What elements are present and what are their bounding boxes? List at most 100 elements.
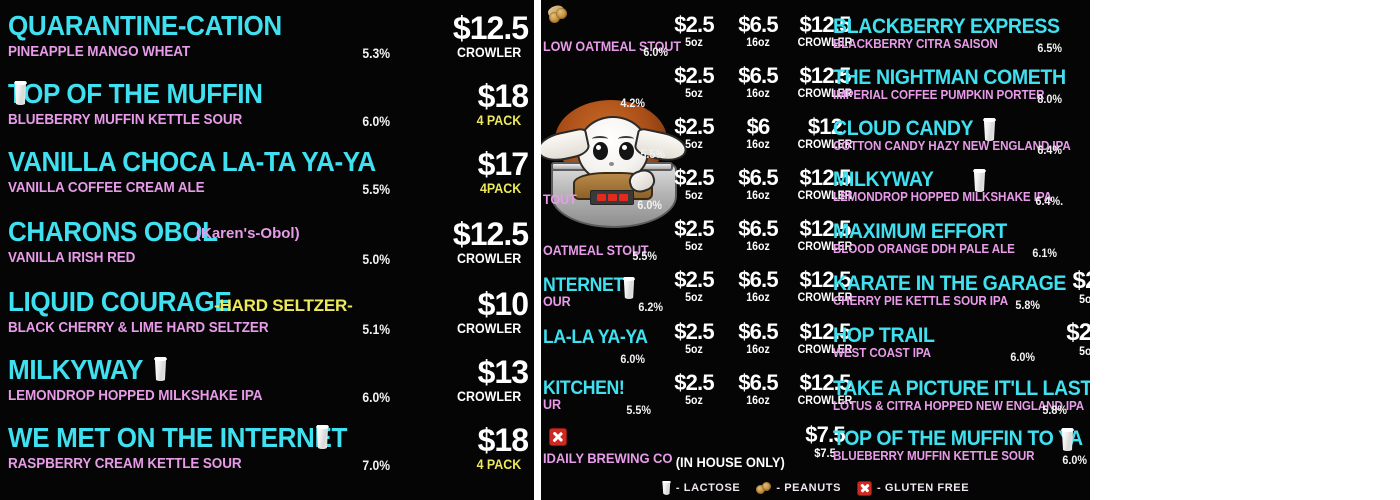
price-cell: $12.5 CROWLER <box>787 372 863 408</box>
price-value: $2.5 <box>674 12 714 37</box>
price-value: $6.5 <box>738 216 778 241</box>
price-value: $6.5 <box>738 165 778 190</box>
beer-description: CHERRY PIE KETTLE SOUR IPA <box>833 294 1008 308</box>
beer-row-clipped: KITCHEN! UR 5.5% $2.5 5oz $6.5 16oz $12.5 CROWLE… <box>541 372 852 428</box>
price-cell: $6.5 16oz <box>727 65 789 101</box>
guest-price-small: $7.5 <box>814 446 836 460</box>
beer-abv: 6.0% <box>362 390 391 405</box>
price-value: $12.5 <box>799 12 851 37</box>
beer-description: VANILLA IRISH RED <box>8 250 136 266</box>
price-label: CROWLER <box>797 292 853 304</box>
price-label: CROWLER <box>797 241 853 253</box>
beer-tagline: -HARD SELTZER- <box>214 296 353 315</box>
beer-name: MILKYWAY <box>833 168 934 191</box>
price-label: 5oz <box>685 190 703 202</box>
beer-row: QUARANTINE-CATION PINEAPPLE MANGO WHEAT 5.… <box>0 12 534 80</box>
price-value: $6.5 <box>738 63 778 88</box>
beer-price-unit: 4 PACK <box>476 457 522 472</box>
allergen-legend: - LACTOSE - PEANUTS - GLUTEN FREE <box>541 478 1090 498</box>
beer-description: LEMONDROP HOPPED MILKSHAKE IPA <box>8 388 263 404</box>
beer-abv: 5.1% <box>362 322 391 337</box>
price-label: CROWLER <box>797 395 853 407</box>
price-value: $12.5 <box>799 165 851 190</box>
beer-abv: 6.0% <box>1062 453 1087 467</box>
beer-description: PINEAPPLE MANGO WHEAT <box>8 44 191 60</box>
legend-item-lactose: - LACTOSE <box>662 481 740 495</box>
price-value: $12.5 <box>799 63 851 88</box>
legend-label-gluten-free: - GLUTEN FREE <box>877 482 970 494</box>
price-label: 5oz <box>685 292 703 304</box>
grogu-eye-right <box>619 142 634 160</box>
beer-name: QUARANTINE-CATION <box>8 10 282 41</box>
price-label: 5oz <box>1079 346 1090 358</box>
price-label: 16oz <box>746 241 770 253</box>
price-value: $6 <box>746 114 771 139</box>
beer-description: BLUEBERRY MUFFIN KETTLE SOUR <box>833 449 1035 463</box>
beer-row: VANILLA CHOCA LA-TA YA-YA VANILLA COFFEE … <box>0 148 534 216</box>
milk-glass-icon <box>154 357 167 381</box>
beer-name: NTERNET <box>543 275 624 296</box>
beer-row-clipped: TOUT 6.0% $2.5 5oz $6.5 16oz $12.5 CROWLER <box>541 167 852 223</box>
beer-row-clipped: NTERNET OUR 6.2% $2.5 5oz $6.5 16oz $12.5 CROWLE… <box>541 269 852 325</box>
price-label: 16oz <box>746 190 770 202</box>
beer-description: VANILLA COFFEE CREAM ALE <box>8 180 205 196</box>
milk-glass-icon <box>623 277 635 299</box>
price-cell: $12.5 CROWLER <box>787 167 863 203</box>
price-label: 5oz <box>685 395 703 407</box>
milk-glass-icon <box>973 169 986 192</box>
beer-row-clipped: OATMEAL STOUT 5.5% $2.5 5oz $6.5 16oz $12.5 CRO… <box>541 218 852 274</box>
beer-name: TAKE A PICTURE IT'LL LAST LONGER <box>833 377 1090 400</box>
price-cell: $6 16oz <box>727 116 789 152</box>
beer-abv: 6.0% <box>637 198 662 212</box>
grogu-eye-left <box>593 142 608 160</box>
beer-note: (Karen's-Obol) <box>196 225 300 242</box>
price-value: $6.5 <box>738 12 778 37</box>
beer-description: BLACK CHERRY & LIME HARD SELTZER <box>8 320 269 336</box>
price-label: CROWLER <box>797 190 853 202</box>
milk-glass-icon <box>983 118 996 141</box>
legend-item-gluten-free: - GLUTEN FREE <box>857 480 970 496</box>
beer-name: VANILLA CHOCA LA-TA YA-YA <box>8 146 376 177</box>
price-label: CROWLER <box>797 88 853 100</box>
price-label: 16oz <box>746 139 770 151</box>
beer-abv: 8.0% <box>1037 92 1062 106</box>
beer-price-unit: 4PACK <box>480 181 522 196</box>
beer-abv: 5.8% <box>1015 298 1040 312</box>
beer-row-clipped: 4.2% $2.5 5oz $6.5 16oz $12.5 CROWLER <box>541 65 852 121</box>
beer-abv: 5.8% <box>1042 403 1067 417</box>
price-label: CROWLER <box>797 344 853 356</box>
beer-name: KARATE IN THE GARAGE <box>833 272 1067 295</box>
left-menu-board: QUARANTINE-CATION PINEAPPLE MANGO WHEAT 5.… <box>0 0 534 500</box>
grogu-in-pram-illustration <box>541 3 690 230</box>
beer-abv: 6.0% <box>1010 350 1035 364</box>
beer-row: TOP OF THE MUFFIN BLUEBERRY MUFFIN KETTLE… <box>0 80 534 148</box>
guest-price: $7.5 <box>805 422 845 447</box>
beer-abv: 5.5% <box>626 403 651 417</box>
beer-abv: 7.0% <box>362 458 391 473</box>
grogu-nose <box>609 162 614 166</box>
price-cell: $6.5 16oz <box>727 14 789 50</box>
milk-glass-icon <box>316 425 329 449</box>
price-label: 16oz <box>746 344 770 356</box>
price-cell: $12.5 CROWLER <box>787 14 863 50</box>
milk-glass-icon <box>14 81 27 105</box>
beer-row: CHARONS OBOL VANILLA IRISH RED (Karen's-Ob… <box>0 218 534 286</box>
beer-abv: 6.0% <box>620 352 645 366</box>
beer-abv: 6.5% <box>1037 41 1062 55</box>
beer-row: BLACKBERRY EXPRESS BLACKBERRY CITRA SAISO… <box>831 14 1090 65</box>
price-value: $2.5 <box>674 370 714 395</box>
beer-abv: 6.0% <box>362 114 391 129</box>
price-label: 5oz <box>685 139 703 151</box>
price-label: 5oz <box>685 344 703 356</box>
price-cell: $12.5 CROWLER <box>787 218 863 254</box>
price-label: 5oz <box>685 37 703 49</box>
price-cell: $12 CROWLER <box>787 116 863 152</box>
beer-name: BLACKBERRY EXPRESS <box>833 15 1060 38</box>
